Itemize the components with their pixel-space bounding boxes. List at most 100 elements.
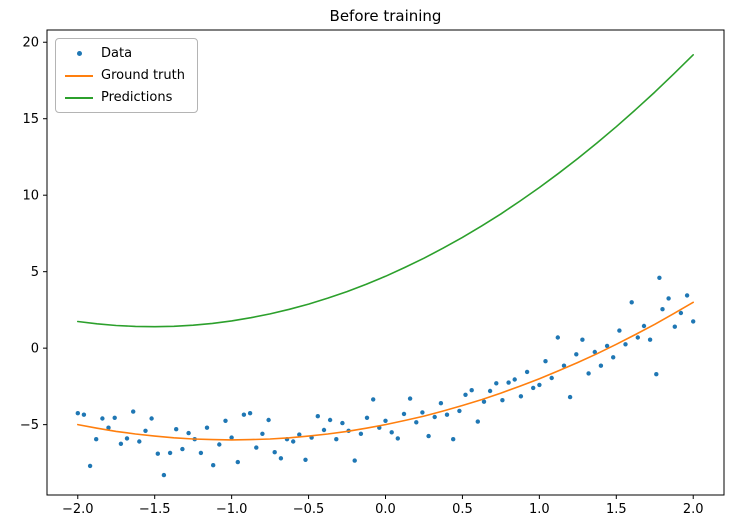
data-point <box>641 323 647 329</box>
data-point <box>469 388 474 393</box>
data-point <box>524 369 530 375</box>
y-tick-label: −5 <box>20 418 39 433</box>
data-point <box>211 463 216 468</box>
data-point <box>254 445 259 450</box>
data-point <box>247 411 253 416</box>
data-point <box>260 431 265 436</box>
data-point <box>629 300 634 305</box>
line-swatch-icon <box>64 96 94 99</box>
data-point <box>555 335 560 340</box>
data-point <box>112 415 117 420</box>
data-point <box>174 427 179 432</box>
data-point <box>487 388 493 394</box>
data-point <box>543 359 548 364</box>
data-point <box>438 401 444 406</box>
data-point <box>494 381 499 386</box>
legend-item-data: Data <box>64 45 185 62</box>
data-point <box>457 408 462 414</box>
data-point <box>666 296 671 301</box>
data-point <box>161 472 167 478</box>
data-point <box>149 416 154 421</box>
chart-title: Before training <box>329 7 442 25</box>
data-point <box>106 425 111 430</box>
data-point <box>574 352 579 357</box>
data-point <box>506 380 511 385</box>
data-point <box>235 459 240 465</box>
data-point <box>475 419 480 424</box>
data-point <box>531 385 536 391</box>
data-point <box>198 450 204 456</box>
data-point <box>660 307 665 312</box>
data-point <box>118 441 124 446</box>
data-point <box>691 319 696 324</box>
data-point <box>131 409 136 414</box>
data-point <box>364 415 370 420</box>
y-tick-label: 15 <box>22 112 39 127</box>
data-point <box>592 349 597 355</box>
data-point <box>266 417 271 423</box>
x-tick-label: −0.5 <box>293 502 325 517</box>
x-tick-label: 2.0 <box>683 502 704 517</box>
data-point <box>598 363 604 368</box>
data-point <box>389 430 394 435</box>
data-point <box>561 363 567 368</box>
x-tick-label: −1.5 <box>139 502 171 517</box>
x-tick-label: 1.0 <box>529 502 550 517</box>
x-tick-label: −2.0 <box>62 502 94 517</box>
legend: Data Ground truth Predictions <box>55 38 198 113</box>
data-point <box>204 425 210 430</box>
data-point <box>451 437 456 442</box>
data-point <box>512 377 517 382</box>
data-point <box>635 335 640 340</box>
data-point <box>229 435 234 440</box>
data-point <box>327 417 333 423</box>
plot-spines <box>46 29 725 496</box>
x-tick-label: 0.5 <box>452 502 473 517</box>
data-point <box>580 337 585 342</box>
data-point <box>481 399 487 404</box>
data-point <box>657 275 662 280</box>
x-tick-label: 0.0 <box>375 502 396 517</box>
y-tick-label: 10 <box>22 189 39 204</box>
y-tick-label: 0 <box>31 342 39 357</box>
data-point <box>623 342 628 347</box>
data-point <box>315 414 320 419</box>
data-point <box>143 428 148 433</box>
data-point <box>678 310 684 316</box>
data-point <box>684 293 690 298</box>
scatter-dot-icon <box>64 51 94 56</box>
ground-truth-line <box>77 301 694 441</box>
data-point <box>297 432 302 437</box>
y-tick-label: 5 <box>31 265 39 280</box>
data-point <box>444 412 450 417</box>
data-point <box>537 382 542 388</box>
data-point <box>420 410 425 415</box>
data-point <box>340 420 345 426</box>
data-point <box>395 436 400 441</box>
data-point <box>87 463 93 469</box>
data-point <box>371 397 376 402</box>
data-point <box>500 398 505 403</box>
x-tick-label: 1.5 <box>606 502 627 517</box>
x-tick-label: −1.0 <box>216 502 248 517</box>
data-point <box>358 431 364 436</box>
data-point <box>549 375 554 381</box>
data-point <box>155 451 160 456</box>
y-tick-label: 20 <box>22 36 39 51</box>
data-point <box>241 412 247 417</box>
data-point <box>463 392 468 397</box>
data-point <box>426 433 431 439</box>
data-point <box>217 442 222 447</box>
data-point <box>567 394 573 400</box>
data-point <box>414 420 419 425</box>
data-point <box>611 355 616 360</box>
data-point <box>432 414 437 420</box>
predictions-line <box>77 54 694 328</box>
legend-label-data: Data <box>101 46 133 61</box>
data-point <box>291 439 296 444</box>
data-point <box>81 412 87 417</box>
data-point <box>647 337 653 342</box>
data-point <box>272 450 277 455</box>
